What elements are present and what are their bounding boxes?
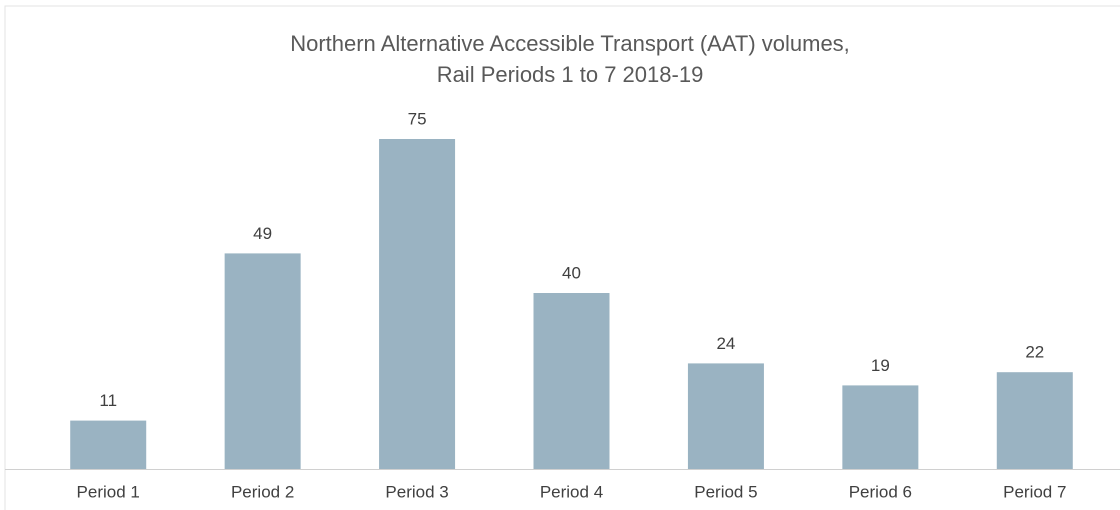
data-label: 40 <box>562 263 581 282</box>
x-tick-label: Period 5 <box>694 482 757 501</box>
data-label: 75 <box>408 109 427 128</box>
chart-title: Northern Alternative Accessible Transpor… <box>290 31 850 56</box>
data-label: 22 <box>1025 343 1044 362</box>
bar <box>996 372 1073 469</box>
x-tick-label: Period 1 <box>77 482 140 501</box>
bar <box>687 363 764 469</box>
data-label: 19 <box>871 356 890 375</box>
x-tick-label: Period 6 <box>849 482 912 501</box>
data-label: 11 <box>99 391 117 410</box>
data-label: 24 <box>716 334 735 353</box>
bar <box>842 385 919 469</box>
chart-title: Rail Periods 1 to 7 2018-19 <box>437 62 704 87</box>
x-tick-label: Period 7 <box>1003 482 1066 501</box>
x-tick-label: Period 3 <box>385 482 448 501</box>
bar <box>379 139 456 469</box>
bar <box>224 253 301 469</box>
x-tick-label: Period 4 <box>540 482 603 501</box>
bar <box>533 293 610 469</box>
data-label: 49 <box>253 224 272 243</box>
chart-border <box>4 5 1120 510</box>
x-tick-label: Period 2 <box>231 482 294 501</box>
bar <box>70 420 147 469</box>
